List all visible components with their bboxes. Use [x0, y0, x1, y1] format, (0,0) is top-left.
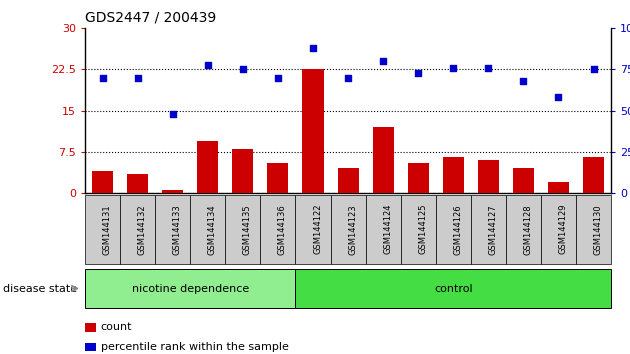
Text: disease state: disease state [3, 284, 77, 293]
Text: GSM144127: GSM144127 [488, 204, 497, 255]
Text: GSM144122: GSM144122 [313, 204, 322, 255]
Point [168, 111, 178, 117]
Bar [408, 163, 429, 193]
Text: GSM144134: GSM144134 [208, 204, 217, 255]
Text: GSM144126: GSM144126 [454, 204, 462, 255]
Text: GSM144130: GSM144130 [593, 204, 602, 255]
Bar [92, 171, 113, 193]
Bar [267, 163, 289, 193]
Text: GSM144131: GSM144131 [103, 204, 112, 255]
Bar [548, 182, 569, 193]
Point [273, 75, 283, 81]
Point [98, 75, 108, 81]
Text: GSM144133: GSM144133 [173, 204, 181, 255]
Bar [372, 127, 394, 193]
Text: nicotine dependence: nicotine dependence [132, 284, 249, 293]
Bar [302, 69, 324, 193]
Bar [162, 190, 183, 193]
Text: GSM144123: GSM144123 [348, 204, 357, 255]
Point [518, 78, 529, 84]
Text: GSM144135: GSM144135 [243, 204, 252, 255]
Point [203, 62, 213, 67]
Point [483, 65, 493, 71]
Point [132, 75, 142, 81]
Text: GSM144129: GSM144129 [558, 204, 568, 255]
Bar [443, 157, 464, 193]
Text: GSM144136: GSM144136 [278, 204, 287, 255]
Text: GSM144132: GSM144132 [137, 204, 147, 255]
Point [343, 75, 353, 81]
Point [553, 95, 563, 100]
Text: GSM144125: GSM144125 [418, 204, 427, 255]
Text: GSM144128: GSM144128 [524, 204, 532, 255]
Text: GSM144124: GSM144124 [383, 204, 392, 255]
Text: GDS2447 / 200439: GDS2447 / 200439 [85, 11, 216, 25]
Bar [478, 160, 499, 193]
Point [238, 67, 248, 72]
Bar [513, 168, 534, 193]
Bar [127, 174, 148, 193]
Bar [583, 157, 604, 193]
Text: percentile rank within the sample: percentile rank within the sample [101, 342, 289, 352]
Point [413, 70, 423, 76]
Text: control: control [434, 284, 472, 293]
Bar [232, 149, 253, 193]
Point [378, 58, 388, 64]
Bar [338, 168, 358, 193]
Point [588, 67, 598, 72]
Text: count: count [101, 322, 132, 332]
Point [448, 65, 458, 71]
Point [308, 45, 318, 51]
Bar [197, 141, 219, 193]
